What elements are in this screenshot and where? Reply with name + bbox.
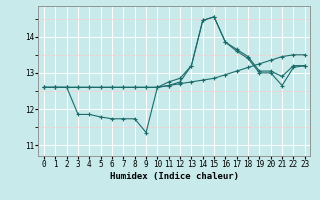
X-axis label: Humidex (Indice chaleur): Humidex (Indice chaleur) [110,172,239,181]
